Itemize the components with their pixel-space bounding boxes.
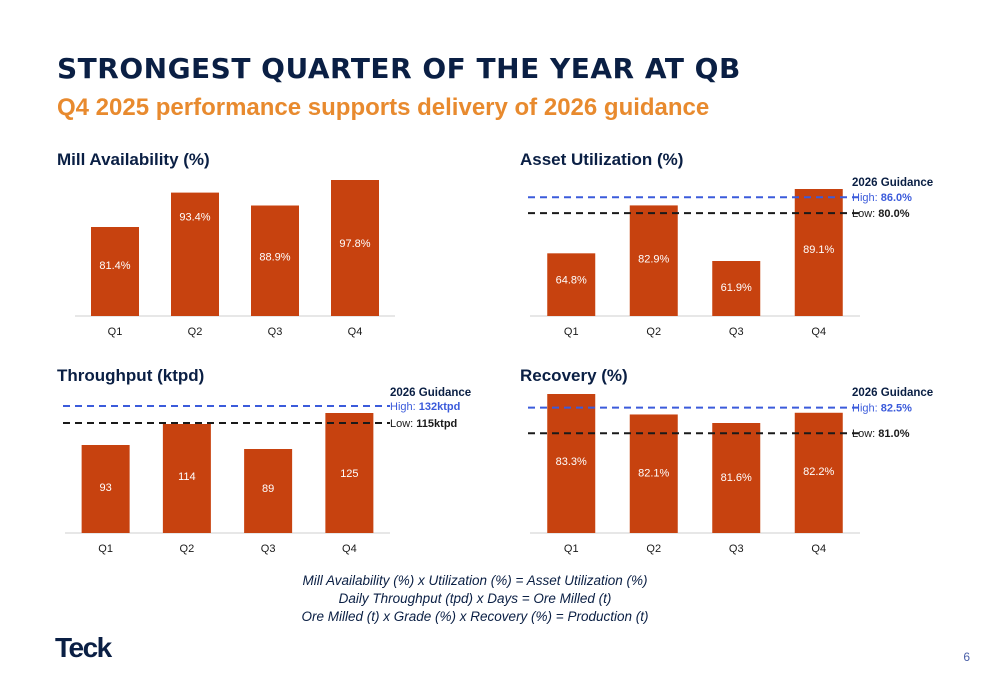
x-tick-label: Q3 — [729, 326, 744, 338]
guidance-heading: 2026 Guidance — [852, 387, 933, 399]
x-tick-label: Q1 — [564, 326, 579, 338]
x-tick-label: Q4 — [811, 543, 826, 555]
chart-title-recovery: Recovery (%) — [520, 366, 628, 385]
x-tick-label: Q3 — [268, 326, 283, 338]
data-label: 89.1% — [803, 244, 834, 256]
data-label: 61.9% — [721, 282, 752, 294]
formula-line: Mill Availability (%) x Utilization (%) … — [302, 573, 648, 588]
page-title: STRONGEST QUARTER OF THE YEAR AT QB — [57, 52, 741, 85]
x-tick-label: Q4 — [342, 543, 357, 555]
data-label: 64.8% — [556, 274, 587, 286]
chart-title-mill-availability: Mill Availability (%) — [57, 150, 210, 169]
data-label: 114 — [178, 471, 196, 483]
x-tick-label: Q1 — [98, 543, 113, 555]
formula-line: Daily Throughput (tpd) x Days = Ore Mill… — [338, 591, 612, 606]
bar-q2 — [171, 192, 219, 316]
x-tick-label: Q2 — [646, 326, 661, 338]
data-label: 82.2% — [803, 466, 834, 478]
x-tick-label: Q3 — [261, 543, 276, 555]
x-tick-label: Q1 — [108, 326, 123, 338]
data-label: 97.8% — [339, 238, 370, 250]
formula-line: Ore Milled (t) x Grade (%) x Recovery (%… — [301, 609, 649, 624]
data-label: 83.3% — [556, 456, 587, 468]
x-tick-label: Q2 — [180, 543, 195, 555]
guidance-heading: 2026 Guidance — [852, 177, 933, 189]
bar-q1 — [91, 227, 139, 316]
data-label: 88.9% — [259, 252, 290, 264]
data-label: 82.9% — [638, 253, 669, 265]
chart-title-throughput: Throughput (ktpd) — [57, 366, 205, 385]
x-tick-label: Q4 — [811, 326, 826, 338]
data-label: 93 — [100, 482, 112, 494]
bar-q3 — [251, 205, 299, 316]
bar-q4 — [794, 189, 843, 316]
bar-q1 — [547, 394, 596, 533]
data-label: 82.1% — [638, 467, 669, 479]
data-label: 89 — [262, 483, 274, 495]
data-label: 93.4% — [179, 212, 210, 224]
x-tick-label: Q2 — [188, 326, 203, 338]
guidance-low-text: Low: 115ktpd — [390, 418, 457, 430]
data-label: 81.4% — [99, 260, 130, 272]
x-tick-label: Q4 — [348, 326, 363, 338]
bar-q2 — [629, 205, 678, 316]
bar-q4 — [325, 413, 374, 533]
chart-title-asset-utilization: Asset Utilization (%) — [520, 150, 684, 169]
guidance-heading: 2026 Guidance — [390, 387, 471, 399]
page-subtitle: Q4 2025 performance supports delivery of… — [57, 94, 710, 121]
data-label: 125 — [340, 468, 358, 480]
bar-q4 — [331, 180, 379, 316]
bar-q3 — [712, 261, 761, 316]
bar-q1 — [547, 253, 596, 316]
formula-block: Mill Availability (%) x Utilization (%) … — [230, 572, 720, 626]
guidance-high-text: High: 86.0% — [852, 192, 912, 204]
x-tick-label: Q1 — [564, 543, 579, 555]
page-number: 6 — [963, 650, 970, 664]
guidance-low-text: Low: 80.0% — [852, 208, 910, 220]
guidance-low-text: Low: 81.0% — [852, 428, 910, 440]
bar-q3 — [244, 449, 293, 533]
teck-logo: Teck — [55, 632, 112, 663]
bar-q1 — [81, 445, 130, 533]
bar-q2 — [162, 424, 211, 533]
guidance-high-text: High: 132ktpd — [390, 401, 460, 413]
guidance-high-text: High: 82.5% — [852, 403, 912, 415]
x-tick-label: Q3 — [729, 543, 744, 555]
bar-q3 — [712, 423, 761, 533]
data-label: 81.6% — [721, 472, 752, 484]
x-tick-label: Q2 — [646, 543, 661, 555]
